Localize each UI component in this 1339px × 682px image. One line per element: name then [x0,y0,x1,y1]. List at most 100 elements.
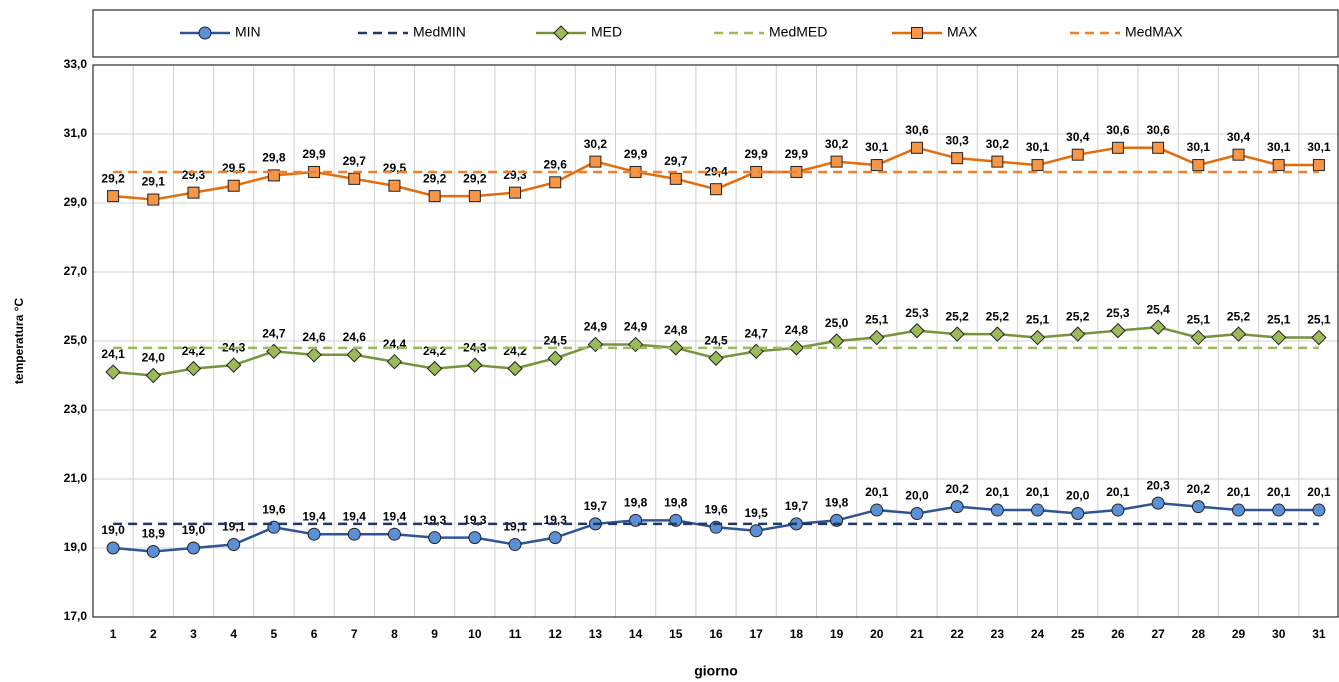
data-label: 29,2 [463,171,487,185]
data-label: 25,4 [1146,302,1170,316]
marker [106,541,120,555]
data-label: 24,2 [423,344,447,358]
marker [547,350,563,366]
data-label: 20,2 [945,482,969,496]
marker [428,190,441,203]
marker [910,507,924,520]
legend-label: MED [591,24,622,40]
data-label: 29,1 [142,175,166,189]
data-label: 30,4 [1227,130,1251,144]
data-label: 25,1 [1187,313,1211,327]
data-label: 19,5 [745,506,769,520]
plot-border [92,64,1339,618]
data-label: 30,1 [1267,140,1291,154]
marker [266,343,282,360]
data-label: 24,8 [785,323,809,337]
x-tick-label: 5 [271,627,278,641]
x-tick-label: 20 [870,627,884,641]
marker [1192,159,1205,172]
marker [1230,326,1247,342]
marker [870,503,884,517]
marker [267,169,280,182]
data-label: 24,2 [503,344,527,358]
data-label: 20,1 [986,485,1010,499]
data-label: 29,3 [182,168,206,182]
data-label: 29,3 [503,168,527,182]
data-label: 24,2 [182,344,206,358]
marker [1151,496,1165,510]
marker [587,336,604,353]
marker [198,26,212,40]
data-label: 30,2 [584,137,608,151]
data-label: 30,6 [1146,123,1170,137]
marker [669,172,682,185]
data-label: 30,1 [1187,140,1211,154]
data-label: 20,1 [1106,485,1130,499]
data-label: 25,2 [1227,309,1251,323]
x-tick-label: 14 [629,627,643,641]
data-label: 25,2 [1066,309,1090,323]
marker [589,155,602,168]
y-tick-label: 29,0 [64,195,88,209]
x-tick-label: 28 [1192,627,1206,641]
x-tick-label: 30 [1272,627,1286,641]
data-label: 25,3 [1106,306,1130,320]
marker [307,527,321,541]
marker [1029,329,1046,346]
data-label: 25,1 [1267,313,1291,327]
marker [1272,159,1285,172]
data-label: 24,0 [142,351,166,365]
marker [749,524,763,538]
x-tick-label: 2 [150,627,157,641]
data-label: 30,4 [1066,130,1090,144]
marker [388,179,401,192]
x-tick-label: 11 [509,627,522,641]
marker [507,360,523,377]
data-label: 24,9 [584,320,608,334]
marker [509,186,522,199]
marker [911,27,923,39]
marker [991,155,1004,168]
marker [186,541,200,555]
data-label: 20,3 [1146,478,1170,492]
x-tick-label: 3 [190,627,197,641]
marker [990,503,1004,517]
x-tick-label: 31 [1312,627,1326,641]
marker [225,357,242,373]
y-axis-label: temperatura °C [12,298,26,384]
marker [1272,503,1286,517]
data-label: 29,7 [343,154,367,168]
data-label: 19,8 [664,496,688,510]
data-label: 25,2 [945,309,969,323]
data-label: 19,1 [503,520,527,534]
data-label: 30,1 [1307,140,1331,154]
data-label: 30,2 [986,137,1010,151]
y-tick-label: 19,0 [64,540,88,554]
data-label: 29,9 [624,147,648,161]
x-axis-label: giorno [694,663,738,679]
marker [1190,329,1207,346]
x-tick-label: 18 [790,627,804,641]
marker [1031,503,1045,517]
data-label: 24,5 [544,333,568,347]
data-label: 20,1 [1267,485,1291,499]
data-label: 29,7 [664,154,688,168]
marker [147,193,160,206]
marker [869,329,885,346]
legend-label: MedMED [769,24,827,40]
marker [1071,148,1084,161]
marker [1111,141,1124,154]
data-label: 24,5 [704,333,728,347]
data-label: 30,6 [905,123,929,137]
data-label: 20,1 [1026,485,1050,499]
marker [870,159,883,172]
marker [105,364,121,380]
marker [227,179,240,192]
data-label: 19,8 [825,496,849,510]
marker [1312,503,1326,517]
x-tick-label: 15 [669,627,683,641]
marker [708,350,724,366]
marker [386,353,403,370]
data-label: 29,8 [262,151,286,165]
marker [508,538,522,552]
